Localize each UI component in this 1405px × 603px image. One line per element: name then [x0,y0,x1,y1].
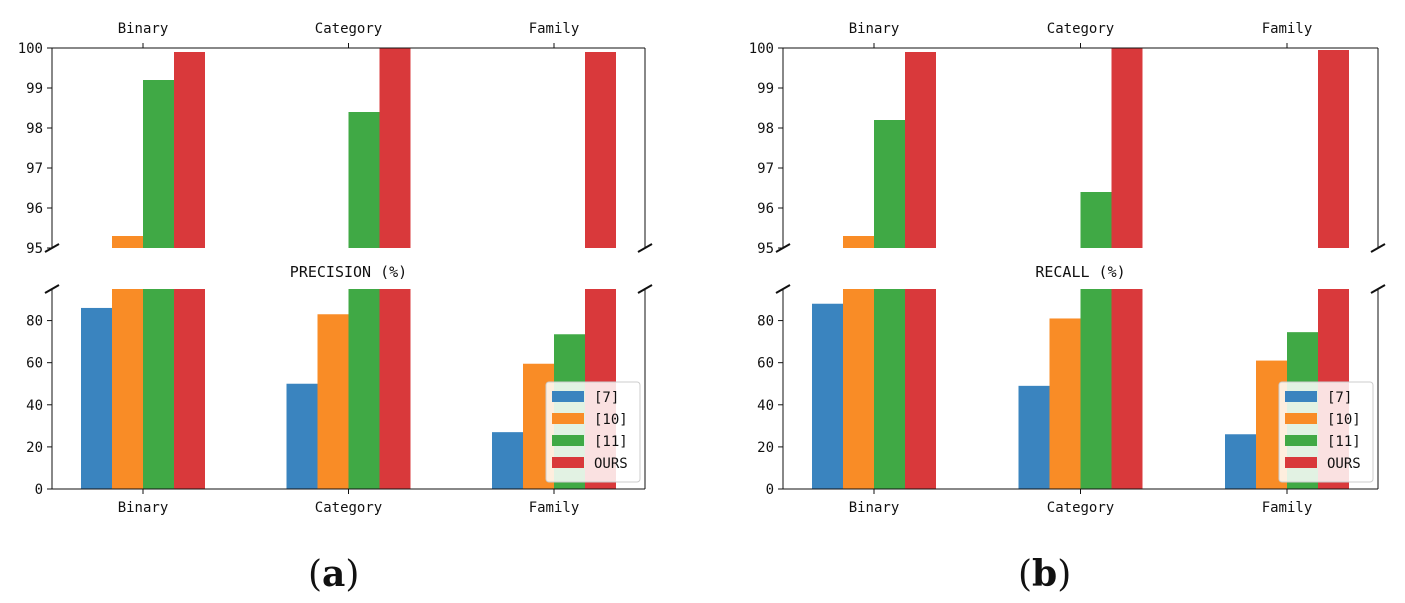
precision-bottom-xtick-binary: Binary [118,500,169,516]
recall-legend-swatch-OURS [1285,457,1317,468]
recall-lower-ytick-80: 80 [757,314,774,330]
recall-bar-OURS-binary-upper [905,52,936,248]
recall-bar-11-binary-upper [874,120,905,248]
precision-top-xtick-family: Family [529,21,580,37]
precision-bar-OURS-binary-upper [174,52,205,248]
precision-legend-swatch-10 [552,413,584,424]
panel-label-b: (b) [1018,553,1072,595]
recall-legend-swatch-10 [1285,413,1317,424]
precision-legend-label-11: [11] [594,434,628,450]
precision-bottom-xtick-family: Family [529,500,580,516]
precision-lower-ytick-80: 80 [26,314,43,330]
precision-upper-ytick-98: 98 [26,121,43,137]
recall-bar-10-category-lower [1049,318,1081,489]
precision-lower-ytick-60: 60 [26,356,43,372]
recall-bar-7-family-lower [1225,434,1256,489]
recall-upper-ytick-99: 99 [757,81,774,97]
precision-legend-label-OURS: OURS [594,456,628,472]
precision-top-xtick-binary: Binary [118,21,169,37]
recall-upper-ytick-97: 97 [757,161,774,177]
recall-lower-ytick-40: 40 [757,398,774,414]
precision-bar-10-binary-lower [112,289,143,489]
recall-axis-break-mark [1370,243,1386,253]
recall-legend-label-10: [10] [1327,412,1361,428]
recall-top-xtick-category: Category [1047,21,1114,37]
precision-upper-ytick-100: 100 [18,41,43,57]
precision-bar-7-family-lower [492,432,523,489]
precision-upper-ytick-97: 97 [26,161,43,177]
precision-upper-ytick-96: 96 [26,201,43,217]
recall-bottom-xtick-category: Category [1047,500,1114,516]
precision-axis-break-mark [637,284,653,294]
recall-bar-10-binary-upper [843,236,874,248]
precision-bar-7-binary-lower [81,307,112,489]
precision-axis-break-mark [44,284,60,294]
recall-lower-ytick-60: 60 [757,356,774,372]
precision-title: PRECISION (%) [290,263,407,281]
recall-top-xtick-binary: Binary [849,21,900,37]
precision-bar-11-category-upper [348,112,380,248]
recall-upper-ytick-98: 98 [757,121,774,137]
recall-upper-ytick-96: 96 [757,201,774,217]
recall-legend-label-OURS: OURS [1327,456,1361,472]
recall-axis-break-mark [1370,284,1386,294]
precision-legend-label-10: [10] [594,412,628,428]
panel-label-a: (a) [308,553,360,595]
recall-axis-break-mark [775,284,791,294]
precision-legend-swatch-7 [552,391,584,402]
recall-bar-OURS-category-lower [1111,289,1143,489]
precision-lower-ytick-0: 0 [35,482,43,498]
recall-legend-swatch-7 [1285,391,1317,402]
precision-bar-OURS-category-upper [379,48,411,248]
precision-bar-OURS-category-lower [379,289,411,489]
recall-legend-label-11: [11] [1327,434,1361,450]
recall-upper-ytick-100: 100 [749,41,774,57]
precision-bar-11-category-lower [348,289,380,489]
recall-bar-OURS-binary-lower [905,289,936,489]
precision-legend-swatch-11 [552,435,584,446]
recall-bar-7-category-lower [1018,385,1050,489]
precision-upper-ytick-99: 99 [26,81,43,97]
precision-legend-swatch-OURS [552,457,584,468]
recall-bar-11-category-upper [1080,192,1112,248]
recall-top-xtick-family: Family [1262,21,1313,37]
recall-legend-swatch-11 [1285,435,1317,446]
precision-upper-ytick-95: 95 [26,241,43,257]
recall-lower-ytick-20: 20 [757,440,774,456]
precision-lower-ytick-20: 20 [26,440,43,456]
recall-bottom-xtick-binary: Binary [849,500,900,516]
precision-axis-break-mark [637,243,653,253]
precision-bar-11-binary-upper [143,80,174,248]
recall-upper-ytick-95: 95 [757,241,774,257]
recall-legend-label-7: [7] [1327,390,1352,406]
precision-bar-11-binary-lower [143,289,174,489]
precision-bar-10-category-lower [317,314,349,489]
recall-bar-11-binary-lower [874,289,905,489]
precision-bottom-xtick-category: Category [315,500,382,516]
recall-bottom-xtick-family: Family [1262,500,1313,516]
recall-lower-ytick-0: 0 [766,482,774,498]
precision-top-xtick-category: Category [315,21,382,37]
recall-bar-10-binary-lower [843,289,874,489]
recall-bar-OURS-category-upper [1111,48,1143,248]
precision-bar-10-binary-upper [112,236,143,248]
recall-bar-11-category-lower [1080,289,1112,489]
recall-title: RECALL (%) [1035,263,1125,281]
precision-bar-7-category-lower [286,383,318,489]
precision-bar-OURS-binary-lower [174,289,205,489]
recall-bar-OURS-family-upper [1318,50,1349,248]
precision-legend-label-7: [7] [594,390,619,406]
recall-bar-7-binary-lower [812,303,843,489]
precision-bar-OURS-family-upper [585,52,616,248]
precision-lower-ytick-40: 40 [26,398,43,414]
